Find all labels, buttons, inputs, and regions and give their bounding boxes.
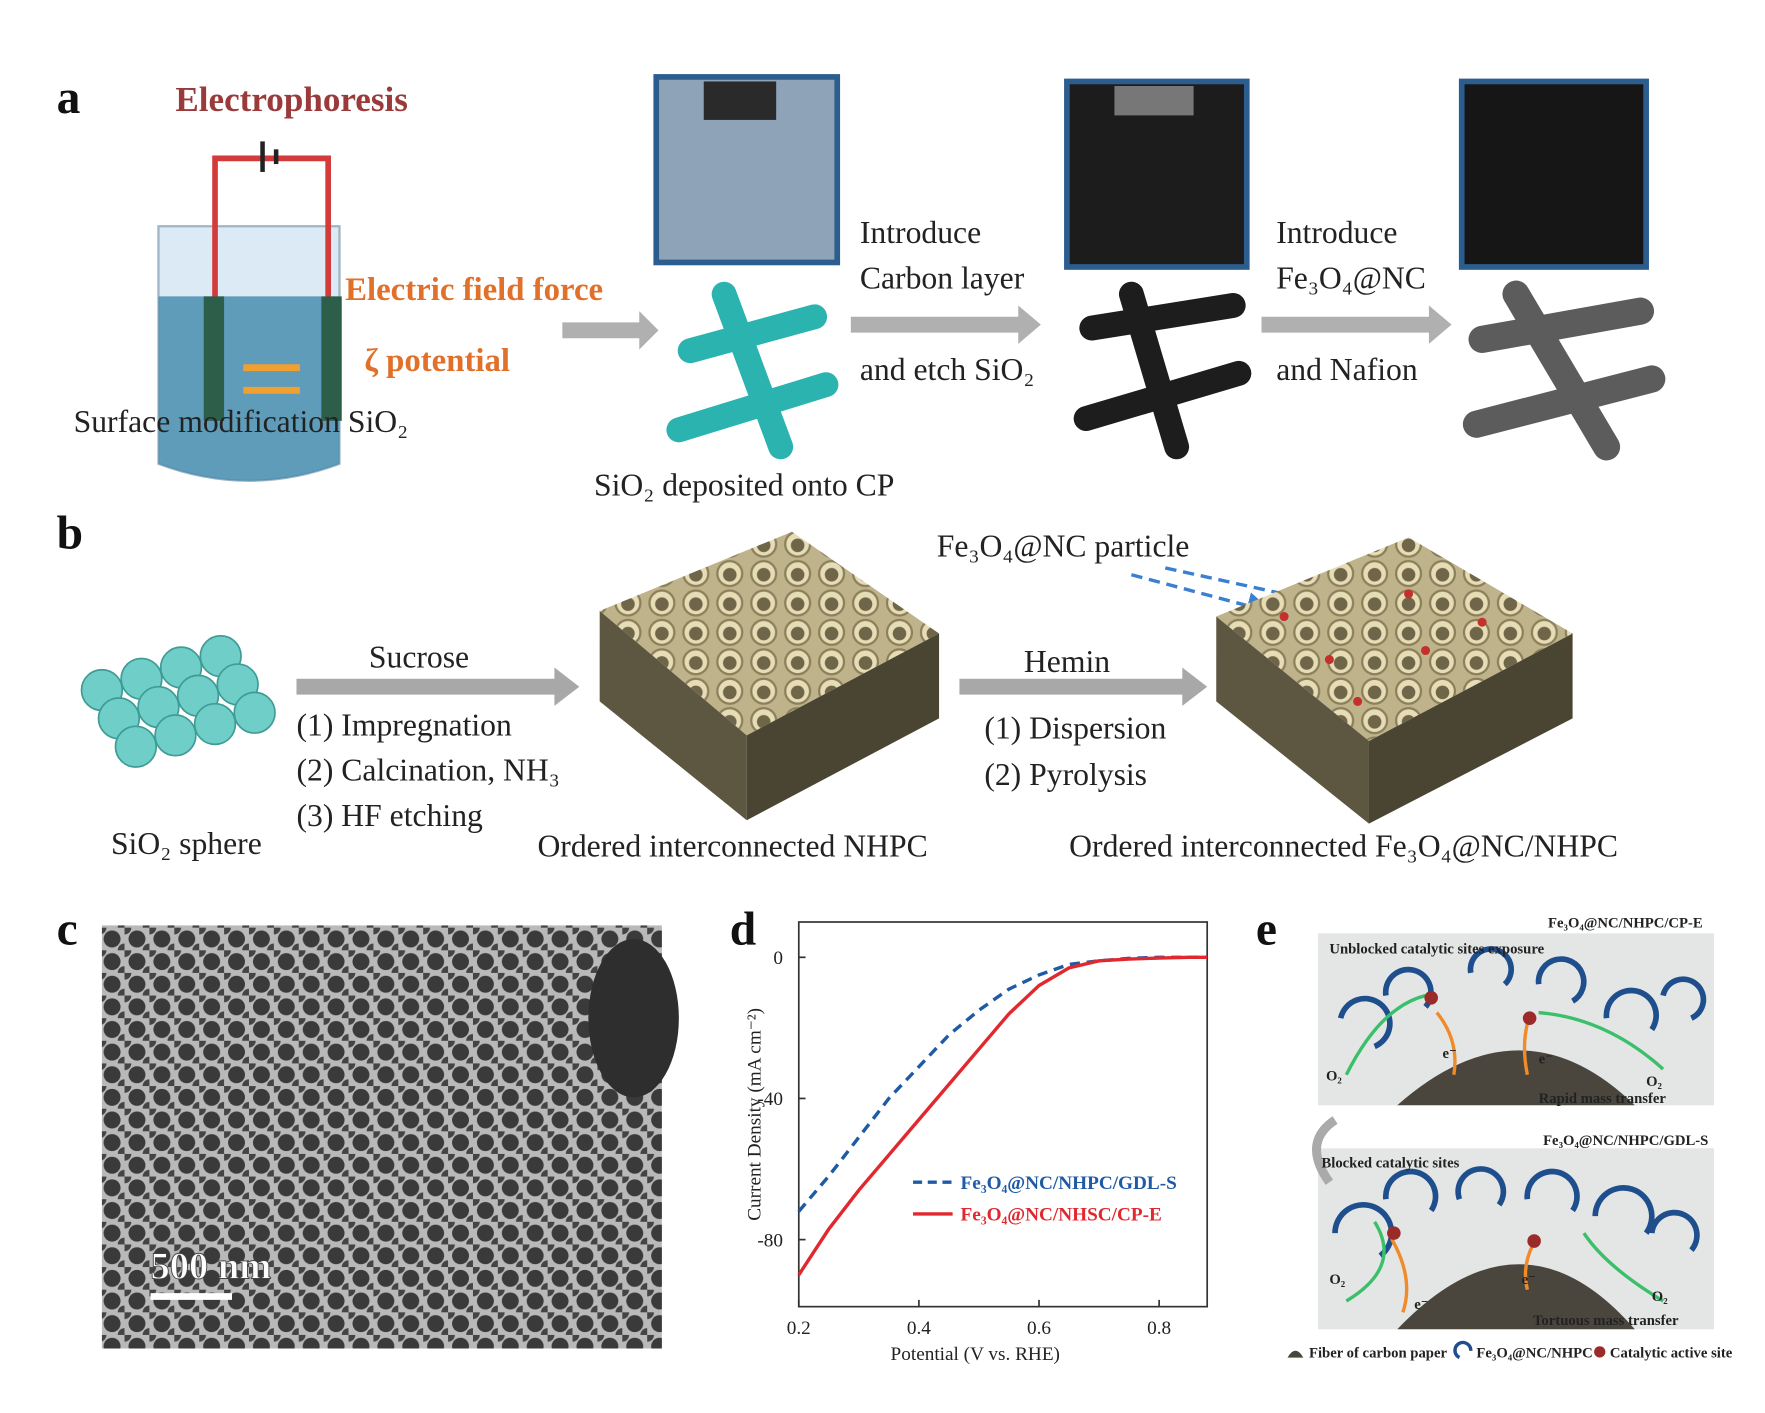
fibers: [1462, 280, 1666, 461]
arrow: [850, 305, 1041, 344]
legend-label: Fe₃O₄@NC/NHPC/GDL-S: [961, 1173, 1177, 1194]
scheme-title: Fe₃O₄@NC/NHPC/GDL-S: [1543, 1133, 1708, 1149]
y-tick-label: -40: [757, 1089, 783, 1110]
legend-label: Fe₃O₄@NC/NHSC/CP-E: [961, 1205, 1162, 1226]
fibers: [1073, 281, 1252, 460]
annotation: e⁻: [1442, 1046, 1456, 1062]
fe-nhpc-side: [1216, 616, 1369, 824]
transition-arrow: [1312, 1116, 1338, 1185]
reagent: Sucrose: [369, 639, 469, 674]
step: and Nafion: [1276, 352, 1418, 387]
annotation: Blocked catalytic sites: [1321, 1156, 1459, 1172]
title: Electrophoresis: [175, 80, 407, 119]
sem-image: [101, 925, 662, 1349]
series-line: [797, 955, 1208, 1276]
annotation: e⁻: [1522, 1272, 1536, 1288]
carbon-fiber: [1397, 1050, 1635, 1106]
annotation: e⁻: [1539, 1051, 1553, 1067]
annotation: Electric field force: [345, 272, 603, 308]
sem-detail: [588, 938, 679, 1098]
caption: SiO₂ sphere: [111, 826, 262, 861]
panel-label: c: [57, 904, 78, 956]
annotation: Fe₃O₄@NC particle: [937, 529, 1190, 564]
step: (2) Pyrolysis: [984, 757, 1147, 792]
step: (1) Impregnation: [296, 707, 512, 742]
step: (2) Calcination, NH₃: [296, 753, 559, 788]
step: (3) HF etching: [296, 798, 483, 833]
scheme-title: Fe₃O₄@NC/NHPC/CP-E: [1548, 916, 1703, 932]
beaker: [157, 141, 342, 482]
y-axis-title: Current Density (mA cm⁻²): [744, 1008, 765, 1221]
annotation: Unblocked catalytic sites exposure: [1329, 942, 1544, 958]
step: Fe₃O₄@NC: [1276, 260, 1426, 295]
arrow: [1261, 305, 1452, 344]
spheres: [80, 634, 276, 768]
annotation: e⁻: [1414, 1297, 1428, 1313]
pointer: [1164, 566, 1342, 615]
photo-detail: [703, 81, 777, 120]
caption: SiO₂ deposited onto CP: [594, 468, 894, 503]
annotation: ζ potential: [364, 343, 510, 379]
panel-label: d: [730, 904, 756, 956]
arrow: [296, 667, 580, 706]
panel-label: e: [1256, 904, 1277, 956]
x-tick-label: 0.2: [787, 1318, 811, 1339]
series-line: [797, 955, 1208, 1213]
carbon-fiber: [1397, 1264, 1635, 1330]
annotation: O₂: [1326, 1068, 1342, 1084]
step: (1) Dispersion: [984, 711, 1166, 746]
step: Carbon layer: [860, 260, 1025, 295]
legend-text: Catalytic active site: [1610, 1346, 1733, 1362]
particles: [1279, 589, 1487, 706]
active-sites: [1387, 991, 1541, 1248]
nhpc: [599, 531, 940, 736]
annotation: O₂: [1652, 1289, 1668, 1305]
plot-frame: [797, 921, 1209, 1308]
annotation: Tortuous mass transfer: [1533, 1313, 1679, 1329]
reagent: Hemin: [1024, 644, 1110, 679]
photo-detail: [1114, 85, 1194, 116]
y-tick-label: 0: [773, 948, 783, 969]
annotation: O₂: [1329, 1272, 1345, 1288]
y-tick-label: -80: [757, 1230, 783, 1251]
arrow: [959, 667, 1208, 706]
x-tick-label: 0.8: [1147, 1318, 1171, 1339]
legend-text: Fe₃O₄@NC/NHPC: [1476, 1346, 1592, 1362]
nhpc-side: [746, 633, 940, 821]
step: Introduce: [1276, 215, 1397, 250]
pointer: [1130, 573, 1274, 619]
scale-label: 500 nm: [151, 1245, 272, 1287]
legend-text: Fiber of carbon paper: [1309, 1346, 1448, 1362]
annotation: Rapid mass transfer: [1539, 1091, 1667, 1107]
caption: Ordered interconnected NHPC: [537, 828, 927, 863]
step: and etch SiO₂: [860, 352, 1035, 387]
arrow: [562, 311, 659, 350]
x-axis-title: Potential (V vs. RHE): [891, 1344, 1060, 1365]
x-tick-label: 0.4: [907, 1318, 931, 1339]
x-tick-label: 0.6: [1027, 1318, 1051, 1339]
caption: Ordered interconnected Fe₃O₄@NC/NHPC: [1069, 828, 1618, 863]
legend-symbol: [1287, 1350, 1304, 1358]
panel-label: b: [57, 508, 83, 560]
legend-symbol: [1453, 1340, 1473, 1360]
step: Introduce: [860, 215, 981, 250]
nhpc-shells: [1332, 946, 1707, 1259]
nhpc-side: [599, 610, 747, 821]
fe-nhpc: [1216, 537, 1573, 742]
panel-label: a: [57, 72, 81, 124]
caption: Surface modification SiO₂: [74, 404, 409, 439]
photo: [1458, 78, 1649, 270]
chart: 0 -40 -80 0.2 0.4 0.6 0.8 Fe₃O₄@NC/NHPC/GDL-S Fe…: [757, 948, 1208, 1339]
flow-paths: [1344, 993, 1665, 1313]
fe-nhpc-side: [1368, 633, 1573, 824]
fibers: [666, 281, 839, 460]
legend-symbol: [1594, 1346, 1606, 1358]
annotation: O₂: [1646, 1074, 1662, 1090]
